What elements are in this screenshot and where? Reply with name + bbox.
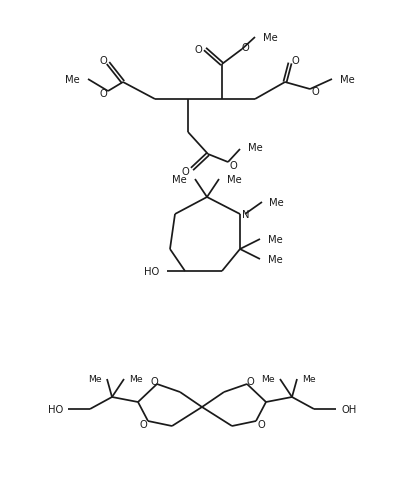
Text: Me: Me	[172, 175, 187, 185]
Text: O: O	[241, 43, 249, 53]
Text: O: O	[194, 45, 202, 55]
Text: Me: Me	[227, 175, 242, 185]
Text: O: O	[139, 419, 147, 429]
Text: Me: Me	[129, 375, 143, 384]
Text: Me: Me	[302, 375, 315, 384]
Text: O: O	[246, 376, 254, 386]
Text: Me: Me	[268, 254, 283, 264]
Text: HO: HO	[144, 266, 159, 276]
Text: Me: Me	[268, 235, 283, 244]
Text: Me: Me	[248, 143, 263, 153]
Text: O: O	[229, 161, 237, 171]
Text: O: O	[291, 56, 299, 66]
Text: O: O	[150, 376, 158, 386]
Text: N: N	[242, 210, 250, 219]
Text: O: O	[99, 56, 107, 66]
Text: Me: Me	[261, 375, 275, 384]
Text: O: O	[257, 419, 265, 429]
Text: O: O	[181, 167, 189, 177]
Text: Me: Me	[88, 375, 102, 384]
Text: Me: Me	[65, 75, 80, 85]
Text: Me: Me	[269, 198, 284, 207]
Text: HO: HO	[48, 404, 63, 414]
Text: Me: Me	[263, 33, 278, 43]
Text: O: O	[99, 89, 107, 99]
Text: OH: OH	[341, 404, 356, 414]
Text: Me: Me	[340, 75, 355, 85]
Text: O: O	[311, 87, 319, 97]
